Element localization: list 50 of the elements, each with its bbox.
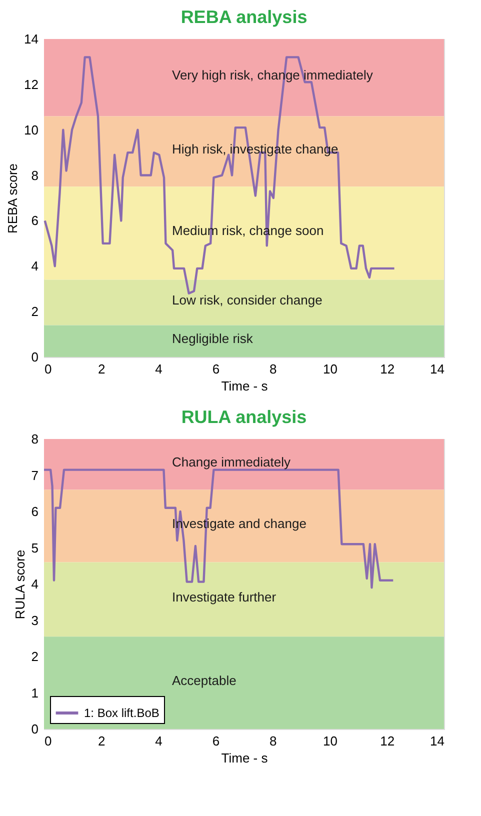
y-tick-label: 2 [31,649,38,664]
band-label: Investigate and change [172,516,306,531]
band-label: Change immediately [172,454,292,470]
x-tick-label: 6 [212,362,220,376]
band-label: High risk, investigate change [172,141,338,156]
x-axis-title: Time - s [221,750,268,766]
x-tick-label: 14 [430,734,444,748]
y-tick-label: 5 [31,540,38,556]
chart-title: REBA analysis [180,7,308,27]
y-tick-label: 0 [31,722,38,736]
x-tick-label: 6 [212,734,220,748]
y-tick-label: 1 [31,685,38,700]
y-tick-label: 12 [24,76,38,92]
y-tick-label: 7 [31,468,38,483]
y-tick-label: 3 [31,612,38,628]
x-tick-label: 8 [269,734,277,748]
x-tick-label: 2 [98,362,106,376]
x-tick-label: 10 [322,362,338,376]
x-tick-label: 4 [155,362,162,376]
x-tick-label: 8 [269,362,277,376]
chart-title: RULA analysis [181,407,307,427]
x-tick-label: 2 [98,734,106,748]
x-tick-label: 4 [155,734,162,748]
band-label: Low risk, consider change [172,292,322,308]
y-tick-label: 14 [24,32,38,46]
y-tick-label: 2 [31,304,38,320]
y-tick-label: 6 [31,504,38,519]
y-tick-label: 8 [31,168,38,183]
y-tick-label: 4 [31,258,38,274]
x-tick-label: 10 [322,734,338,748]
y-axis-title: REBA score [5,163,20,234]
legend-label: 1: Box lift.BoB [84,706,160,720]
y-tick-label: 6 [31,213,38,228]
band-label: Acceptable [172,672,236,688]
y-tick-label: 8 [31,432,38,446]
y-axis-title: RULA score [12,550,28,620]
y-tick-label: 0 [31,350,38,364]
y-tick-label: 10 [24,122,38,138]
x-tick-label: 12 [380,734,395,748]
band-label: Investigate further [172,589,277,604]
line-series [44,56,396,294]
line-series [42,468,394,589]
x-axis-title: Time - s [221,378,268,394]
x-tick-label: 0 [44,362,52,376]
band-label: Negligible risk [172,331,254,346]
y-tick-label: 4 [31,576,38,592]
x-tick-label: 14 [430,362,444,376]
band-label: Very high risk, change immediately [172,68,374,83]
x-tick-label: 12 [380,362,395,376]
x-tick-label: 0 [44,734,52,748]
